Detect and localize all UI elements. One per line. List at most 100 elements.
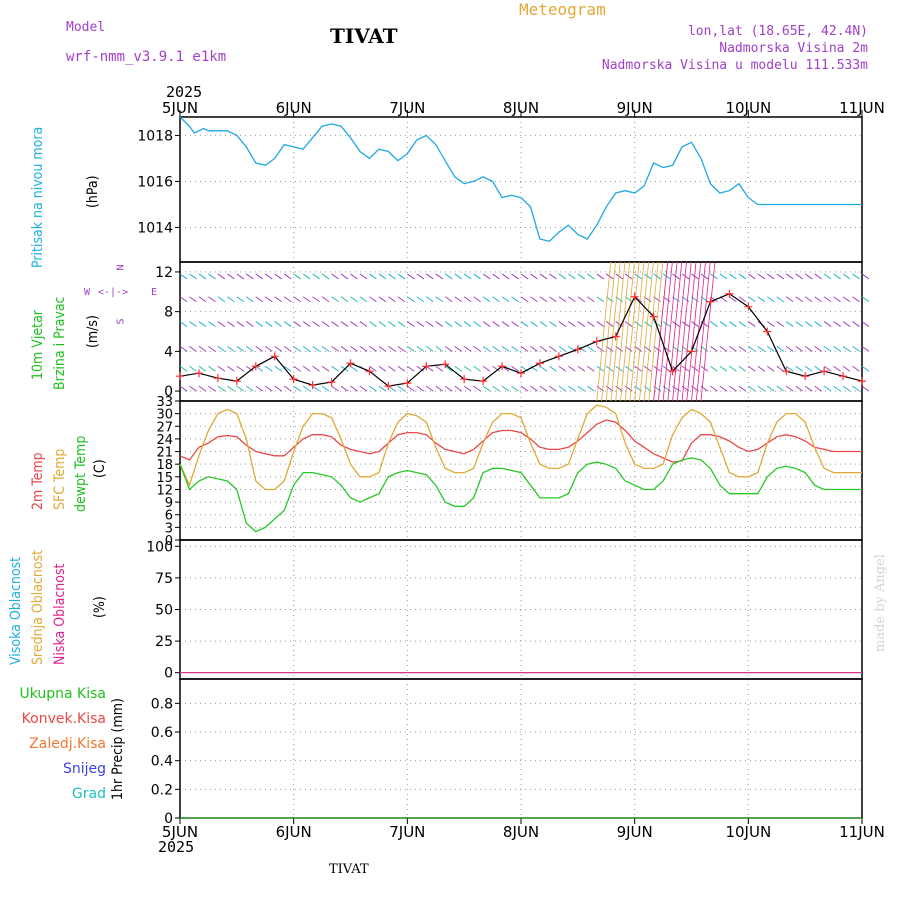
wind-barb (842, 365, 851, 372)
wind-barb (397, 321, 406, 327)
y-tick-label: 0 (164, 666, 173, 682)
wind-barb (643, 321, 652, 327)
wind-barb (549, 365, 557, 372)
x-tick-label-bottom: 11JUN (839, 823, 885, 841)
y-tick-label: 25 (155, 634, 173, 650)
wind-barb (227, 296, 235, 303)
wind-barb (833, 273, 841, 280)
wind-barb (473, 296, 481, 303)
wind-barb (710, 321, 718, 327)
legend-convective-rain: Konvek.Kisa (21, 711, 106, 727)
wind-barb (378, 321, 387, 327)
wind-barb (463, 365, 472, 372)
meteogram-label: Meteogram (519, 0, 606, 19)
wind-barb (823, 385, 832, 392)
wind-barb (748, 385, 756, 392)
wind-barb (227, 385, 235, 392)
wind-barb (511, 345, 519, 352)
wind-barb (511, 321, 519, 327)
wind-barb (331, 296, 339, 303)
wind-speed-marker (384, 382, 393, 391)
wind-barb (710, 385, 718, 392)
wind-barb (246, 345, 254, 352)
wind-barb (492, 296, 500, 303)
wind-barb (738, 296, 747, 303)
wind-barb (748, 296, 756, 303)
wind-barb (264, 296, 273, 303)
wind-barb (568, 385, 576, 392)
storm-hatch-line (662, 261, 678, 402)
y-tick-label: 24 (156, 433, 173, 448)
wind-barb (587, 273, 595, 280)
wind-barb (492, 365, 500, 372)
wind-barb (501, 385, 510, 392)
y-tick-label: 0.8 (151, 696, 173, 712)
wind-barb (312, 345, 320, 352)
wind-speed-marker (441, 360, 450, 369)
wind-barb (823, 296, 832, 303)
wind-barb (407, 321, 415, 327)
wind-barb (274, 365, 283, 372)
wind-barb (321, 321, 330, 327)
wind-speed-marker (308, 381, 317, 390)
wind-barb (700, 345, 709, 352)
x-tick-label-top: 10JUN (725, 99, 771, 117)
wind-barb (672, 321, 680, 327)
wind-barb (748, 345, 756, 352)
wind-barb (198, 296, 207, 303)
wind-barb (823, 273, 832, 280)
storm-hatch-line (601, 261, 616, 402)
wind-barb (757, 365, 766, 372)
wind-barb (444, 273, 453, 280)
wind-barb (766, 321, 775, 327)
wind-barb (388, 321, 396, 327)
storm-hatch-line (615, 261, 631, 402)
wind-barb (729, 365, 737, 372)
wind-barb (255, 273, 264, 280)
wind-barb (785, 321, 794, 327)
wind-speed-marker (611, 332, 620, 341)
wind-barb (852, 365, 860, 372)
wind-barb (274, 273, 283, 280)
wind-barb (435, 365, 444, 372)
wind-barb (634, 345, 642, 352)
wind-barb (710, 273, 718, 280)
wind-speed-marker (630, 292, 639, 301)
y-tick-label: 9 (165, 496, 173, 511)
wind-barb (558, 385, 567, 392)
wind-barb (397, 296, 406, 303)
wind-barb (861, 273, 870, 280)
wind-barb (264, 321, 273, 327)
compass-arrows: <-|-> (98, 287, 129, 298)
storm-hatch-line (643, 261, 659, 402)
wind-speed-marker (649, 312, 658, 321)
wind-barb (615, 321, 624, 327)
wind-speed-marker (479, 377, 488, 386)
storm-hatch-line (624, 261, 640, 402)
wind-barb (407, 273, 415, 280)
wind-barb (766, 273, 775, 280)
storm-hatch-line (639, 261, 654, 402)
wind-barb (501, 345, 510, 352)
wind-barb (236, 273, 245, 280)
wind-barb (795, 321, 803, 327)
wind-barb (189, 273, 197, 280)
wind-barb (520, 321, 529, 327)
wind-barb (482, 321, 491, 327)
wind-barb (587, 365, 595, 372)
wind-barb (577, 296, 586, 303)
wind-barb (416, 296, 425, 303)
wind-barb (208, 296, 216, 303)
wind-barb (577, 273, 586, 280)
wind-barb (757, 385, 766, 392)
wind-barb (208, 365, 216, 372)
wind-barb (568, 365, 576, 372)
wind-barb (653, 345, 661, 352)
storm-hatch-line (653, 261, 669, 402)
wind-barb (520, 296, 529, 303)
wind-barb (198, 345, 207, 352)
wind-barb (643, 345, 652, 352)
wind-barb (511, 273, 519, 280)
wind-barb (189, 296, 197, 303)
wind-barb (179, 345, 188, 352)
